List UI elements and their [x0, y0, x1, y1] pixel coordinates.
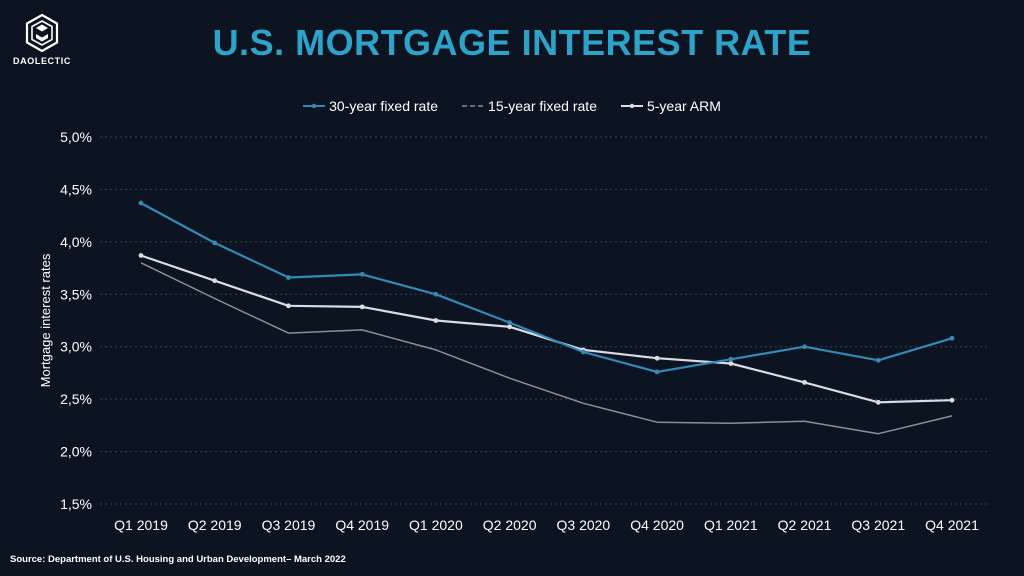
- y-axis-title: Mortgage interest rates: [38, 253, 53, 387]
- data-point-30yr: [802, 344, 807, 350]
- chart-legend: 30-year fixed rate 15-year fixed rate 5-…: [0, 98, 1024, 114]
- y-tick-label: 3,5%: [60, 286, 92, 302]
- series-line-30yr: [140, 202, 953, 373]
- data-point-30yr: [433, 291, 439, 297]
- y-tick-label: 4,0%: [60, 234, 92, 250]
- series-line-15yr: [140, 262, 953, 435]
- brand-name: DAOLECTIC: [13, 56, 71, 66]
- legend-label-15yr: 15-year fixed rate: [488, 98, 597, 114]
- legend-swatch-15yr: [462, 105, 485, 107]
- x-tick-label: Q1 2019: [114, 517, 168, 533]
- brand-logo: DAOLECTIC: [10, 14, 70, 70]
- x-tick-label: Q4 2019: [335, 517, 389, 533]
- data-point-arm: [875, 399, 881, 405]
- data-point-30yr: [359, 271, 365, 277]
- data-point-arm: [359, 304, 365, 310]
- data-point-30yr: [949, 335, 955, 341]
- source-note: Source: Department of U.S. Housing and U…: [10, 554, 346, 565]
- chart-title: U.S. MORTGAGE INTEREST RATE: [212, 22, 812, 63]
- legend-item-15yr: 15-year fixed rate: [462, 98, 597, 114]
- data-point-30yr: [580, 349, 586, 355]
- data-point-30yr: [875, 357, 881, 363]
- data-point-arm: [138, 253, 144, 258]
- x-tick-label: Q1 2020: [409, 517, 463, 533]
- data-point-arm: [654, 355, 660, 361]
- data-point-30yr: [507, 320, 513, 325]
- y-tick-label: 2,0%: [60, 444, 92, 460]
- legend-swatch-arm: [620, 103, 643, 109]
- legend-item-30yr: 30-year fixed rate: [303, 98, 438, 114]
- data-point-arm: [802, 379, 807, 385]
- legend-label-arm: 5-year ARM: [646, 98, 721, 114]
- x-tick-label: Q2 2020: [483, 517, 537, 533]
- data-point-30yr: [728, 356, 734, 362]
- x-tick-label: Q3 2020: [557, 517, 611, 533]
- y-tick-label: 4,5%: [60, 181, 92, 197]
- data-point-30yr: [212, 240, 218, 246]
- data-point-arm: [286, 303, 291, 309]
- data-point-arm: [433, 318, 439, 323]
- hexagon-logo-icon: [25, 14, 59, 52]
- y-tick-label: 3,0%: [60, 339, 92, 355]
- series-line-arm: [140, 254, 953, 404]
- x-tick-label: Q4 2020: [630, 517, 684, 533]
- data-point-arm: [728, 361, 734, 366]
- data-point-30yr: [138, 200, 144, 206]
- data-point-30yr: [286, 275, 291, 280]
- x-tick-label: Q2 2019: [188, 517, 242, 533]
- y-tick-label: 5,0%: [60, 129, 92, 145]
- data-point-arm: [212, 278, 218, 284]
- legend-item-arm: 5-year ARM: [620, 98, 721, 114]
- x-tick-label: Q4 2021: [925, 517, 979, 533]
- y-tick-label: 2,5%: [60, 391, 92, 407]
- data-point-30yr: [654, 369, 660, 375]
- y-tick-label: 1,5%: [60, 496, 92, 512]
- x-tick-label: Q2 2021: [778, 517, 832, 533]
- x-tick-label: Q1 2021: [704, 517, 758, 533]
- x-tick-label: Q3 2019: [262, 517, 316, 533]
- x-tick-label: Q3 2021: [851, 517, 905, 533]
- legend-swatch-30yr: [303, 103, 326, 109]
- data-point-arm: [949, 397, 955, 403]
- legend-label-30yr: 30-year fixed rate: [329, 98, 439, 114]
- data-point-arm: [507, 324, 513, 330]
